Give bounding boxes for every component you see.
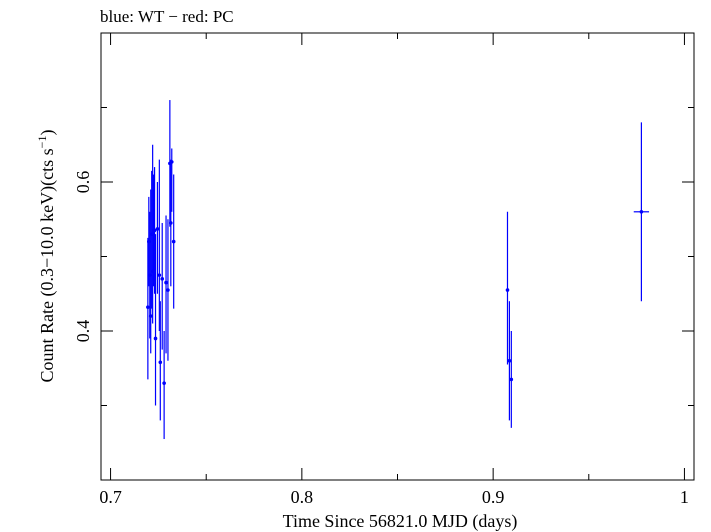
data-point bbox=[152, 228, 157, 233]
data-point bbox=[639, 210, 644, 214]
data-point bbox=[505, 288, 510, 292]
data-point bbox=[509, 377, 514, 382]
x-tick-label: 0.9 bbox=[482, 487, 505, 507]
x-tick-label: 0.8 bbox=[291, 487, 314, 507]
data-point bbox=[164, 280, 168, 285]
y-axis-label-main: Count Rate (0.3−10.0 keV)(cts s bbox=[37, 148, 58, 382]
data-point bbox=[146, 305, 150, 309]
x-tick-labels: 0.7 0.8 0.9 1 bbox=[99, 487, 689, 507]
data-point bbox=[169, 160, 174, 164]
y-tick-labels: 0.4 0.6 bbox=[73, 171, 93, 343]
x-tick-label: 1 bbox=[680, 487, 689, 507]
chart-title: blue: WT − red: PC bbox=[100, 7, 234, 26]
data-point bbox=[155, 227, 160, 231]
y-axis-label: Count Rate (0.3−10.0 keV)(cts s−1) bbox=[35, 130, 58, 383]
y-axis-label-superscript: −1 bbox=[35, 136, 49, 149]
y-tick-label: 0.4 bbox=[73, 320, 93, 343]
data-point bbox=[162, 381, 166, 385]
y-tick-label: 0.6 bbox=[73, 171, 93, 194]
data-point bbox=[171, 239, 176, 244]
data-point bbox=[160, 277, 165, 281]
x-axis-label: Time Since 56821.0 MJD (days) bbox=[283, 511, 518, 532]
data-point bbox=[507, 359, 512, 363]
y-axis-label-close: ) bbox=[37, 130, 58, 136]
data-point bbox=[169, 221, 173, 225]
x-tick-label: 0.7 bbox=[99, 487, 122, 507]
plot-frame bbox=[100, 32, 695, 481]
axis-ticks bbox=[101, 33, 694, 480]
data-point bbox=[153, 336, 158, 341]
data-point bbox=[166, 288, 170, 292]
data-point bbox=[157, 273, 162, 277]
data-point bbox=[158, 360, 163, 365]
data-point bbox=[148, 314, 153, 318]
data-series-wt bbox=[146, 100, 650, 440]
